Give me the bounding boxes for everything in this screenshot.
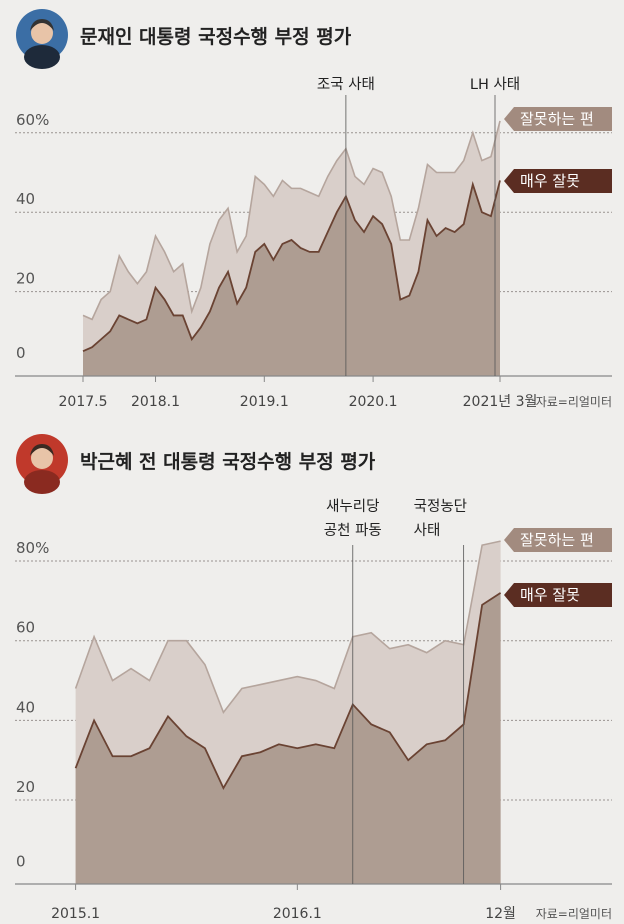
chart-title: 문재인 대통령 국정수행 부정 평가 <box>80 26 352 48</box>
legend-label: 잘못하는 편 <box>520 531 594 549</box>
area-strongly-negative <box>83 180 500 376</box>
x-tick-label: 2015.1 <box>51 906 100 922</box>
x-tick-label: 2018.1 <box>131 394 180 410</box>
event-label: 공천 파동 <box>324 522 382 539</box>
legend-tag <box>504 169 612 193</box>
y-tick-label: 0 <box>16 344 26 362</box>
legend-tag <box>504 583 612 607</box>
legend-label: 매우 잘못 <box>520 172 580 190</box>
event-label: 사태 <box>414 522 441 539</box>
x-tick-label: 2021년 3월 <box>463 394 538 410</box>
source-label: 자료=리얼미터 <box>536 907 612 921</box>
line-strongly-negative <box>74 592 502 791</box>
line-overall-negative <box>74 540 501 715</box>
x-tick-label: 2017.5 <box>59 394 108 410</box>
avatar-icon <box>16 9 68 69</box>
x-tick-label: 12월 <box>485 906 516 922</box>
chart-panel-1: 문재인 대통령 국정수행 부정 평가 0 20 40 60% 2017.5 2018.1 20… <box>15 9 612 410</box>
x-tick-label: 2020.1 <box>349 394 398 410</box>
legend-label: 매우 잘못 <box>520 586 580 604</box>
legend-tag <box>504 107 612 131</box>
event-label: 국정농단 <box>414 498 467 515</box>
source-label: 자료=리얼미터 <box>536 395 612 409</box>
chart-panel-2: 박근혜 전 대통령 국정수행 부정 평가 0 20 40 60 80% 2015.1 2016… <box>15 434 612 922</box>
line-strongly-negative <box>82 180 501 352</box>
legend-label: 잘못하는 편 <box>520 110 594 128</box>
event-label: LH 사태 <box>470 76 520 93</box>
y-tick-label: 0 <box>16 853 26 871</box>
legend-tag <box>504 528 612 552</box>
avatar-icon <box>16 434 68 494</box>
y-tick-label: 80% <box>16 539 49 557</box>
y-tick-label: 40 <box>16 190 35 208</box>
event-label: 새누리당 <box>326 498 379 515</box>
line-overall-negative <box>82 120 501 321</box>
y-tick-label: 40 <box>16 698 35 716</box>
y-tick-label: 20 <box>16 778 35 796</box>
event-label: 조국 사태 <box>317 76 375 93</box>
y-tick-label: 20 <box>16 270 35 288</box>
area-strongly-negative <box>75 592 501 884</box>
x-tick-label: 2019.1 <box>240 394 289 410</box>
x-tick-label: 2016.1 <box>273 906 322 922</box>
y-tick-label: 60% <box>16 111 49 129</box>
y-tick-label: 60 <box>16 619 35 637</box>
chart-title: 박근혜 전 대통령 국정수행 부정 평가 <box>80 451 376 473</box>
